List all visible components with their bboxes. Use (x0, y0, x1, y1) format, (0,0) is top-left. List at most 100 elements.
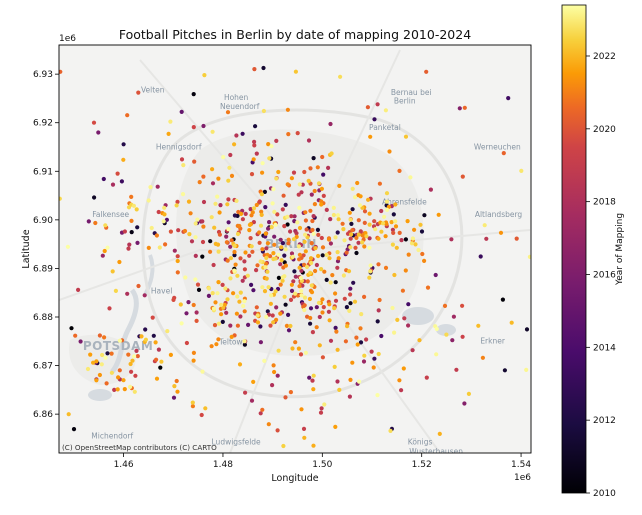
data-point (200, 254, 205, 259)
data-point (247, 228, 252, 233)
data-point (242, 339, 247, 344)
data-point (498, 230, 504, 235)
data-point (273, 256, 278, 261)
data-point (335, 230, 340, 235)
data-point (259, 209, 264, 214)
y-tick-label: 6.88 (33, 313, 53, 323)
data-point (311, 214, 316, 219)
data-point (519, 168, 524, 173)
data-point (308, 321, 313, 326)
data-point (225, 110, 231, 115)
data-point (110, 269, 115, 274)
data-point (392, 272, 397, 278)
data-point (283, 263, 288, 268)
data-point (225, 202, 230, 207)
data-point (270, 383, 275, 388)
data-point (265, 269, 270, 274)
data-point (282, 294, 287, 299)
data-point (372, 219, 377, 224)
data-point (242, 299, 247, 304)
data-point (379, 333, 384, 339)
data-point (348, 377, 353, 382)
data-point (263, 261, 269, 266)
data-point (220, 319, 225, 324)
data-point (276, 275, 281, 280)
data-point (297, 182, 302, 187)
data-point (175, 199, 180, 204)
data-point (92, 195, 97, 200)
basemap-road (139, 59, 441, 453)
data-point (315, 227, 320, 232)
data-point (132, 389, 137, 394)
data-point (336, 217, 341, 222)
data-point (290, 346, 295, 351)
data-point (282, 253, 287, 258)
place-label: Königs (408, 438, 433, 447)
data-point (127, 242, 132, 247)
data-point (350, 186, 355, 191)
data-point (248, 236, 253, 241)
place-label: Bernau bei (391, 88, 432, 97)
data-point (85, 366, 91, 372)
data-point (237, 362, 243, 367)
data-point (344, 250, 349, 255)
data-point (462, 401, 467, 406)
data-point (400, 288, 405, 293)
data-point (319, 199, 324, 204)
data-point (273, 222, 278, 227)
data-point (237, 299, 242, 304)
data-point (260, 247, 265, 252)
place-label: Panketal (369, 123, 401, 132)
data-point (168, 119, 173, 124)
data-point (243, 390, 248, 395)
data-point (356, 232, 361, 237)
data-point (270, 201, 275, 206)
data-point (59, 69, 63, 74)
data-point (403, 268, 408, 273)
data-point (234, 311, 239, 316)
data-point (275, 373, 280, 378)
data-point (393, 219, 398, 224)
data-point (336, 256, 341, 261)
data-point (143, 337, 148, 342)
data-point (247, 222, 252, 227)
data-point (335, 250, 340, 255)
data-point (328, 280, 333, 285)
data-point (276, 348, 281, 353)
data-point (476, 323, 481, 328)
data-point (360, 233, 365, 238)
data-point (228, 323, 233, 328)
data-point (102, 248, 107, 254)
data-point (478, 254, 483, 259)
data-point (235, 273, 240, 278)
data-point (200, 369, 205, 374)
data-point (509, 320, 514, 325)
data-point (271, 320, 276, 325)
data-point (248, 207, 253, 212)
data-point (309, 260, 314, 266)
data-point (269, 293, 274, 298)
data-point (223, 286, 228, 291)
colorbar-tick-label: 2022 (593, 52, 616, 62)
data-point (315, 165, 320, 170)
data-point (254, 268, 259, 273)
data-point (197, 180, 202, 185)
data-point (172, 384, 177, 389)
data-point (146, 245, 151, 250)
data-point (375, 319, 380, 324)
data-point (362, 220, 367, 225)
data-point (265, 241, 270, 246)
scatter-points (59, 65, 531, 449)
data-point (319, 267, 324, 272)
basemap-urban-area (69, 334, 136, 385)
data-point (264, 314, 269, 319)
data-point (226, 197, 231, 202)
data-point (281, 193, 286, 198)
axes: 1.46 1.48 1.50 1.52 1.54 6.86 6.87 6.88 6.89 6.90… (33, 70, 531, 470)
colorbar-tick-label: 2016 (593, 270, 616, 280)
data-point (299, 293, 304, 298)
data-point (179, 109, 184, 114)
data-point (269, 144, 274, 149)
data-point (385, 207, 390, 212)
